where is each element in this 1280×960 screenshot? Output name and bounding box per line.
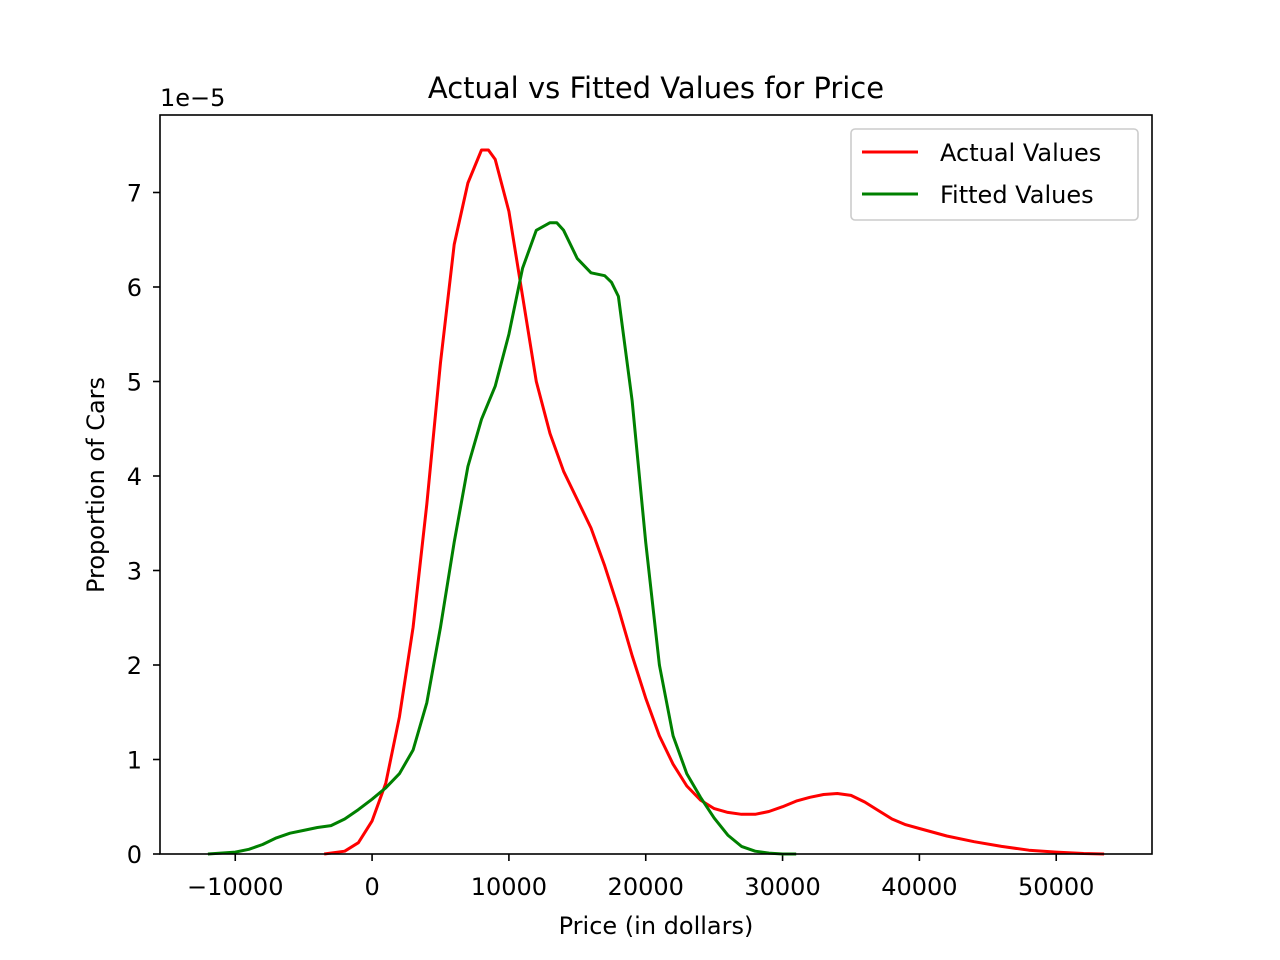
chart-title: Actual vs Fitted Values for Price xyxy=(428,71,884,105)
legend: Actual Values Fitted Values xyxy=(850,128,1139,221)
x-tick-label: −10000 xyxy=(187,873,283,901)
y-offset-label: 1e−5 xyxy=(160,84,225,112)
y-tick-label: 3 xyxy=(127,557,142,585)
series-line-actual-values xyxy=(323,148,1105,856)
y-tick-label: 5 xyxy=(127,368,142,396)
x-tick-label: 10000 xyxy=(471,873,547,901)
x-tick-label: 20000 xyxy=(608,873,684,901)
legend-box xyxy=(850,128,1139,221)
x-axis-label: Price (in dollars) xyxy=(559,912,754,940)
x-tick-label: 0 xyxy=(364,873,379,901)
y-tick-label: 2 xyxy=(127,652,142,680)
series-lines xyxy=(207,148,1105,856)
y-tick-label: 7 xyxy=(127,179,142,207)
x-axis-ticks: −10000 0 10000 20000 30000 40000 50000 xyxy=(187,854,1094,901)
y-axis-ticks: 0 1 2 3 4 5 6 7 xyxy=(127,179,160,869)
plot-frame xyxy=(159,114,1153,855)
y-tick-label: 1 xyxy=(127,746,142,774)
y-axis-label: Proportion of Cars xyxy=(82,377,110,593)
legend-label-fitted-values: Fitted Values xyxy=(940,181,1094,209)
y-tick-label: 6 xyxy=(127,274,142,302)
x-tick-label: 50000 xyxy=(1018,873,1094,901)
legend-label-actual-values: Actual Values xyxy=(940,139,1101,167)
y-tick-label: 4 xyxy=(127,463,142,491)
x-tick-label: 40000 xyxy=(881,873,957,901)
y-tick-label: 0 xyxy=(127,841,142,869)
series-line-fitted-values xyxy=(207,221,797,856)
x-tick-label: 30000 xyxy=(744,873,820,901)
